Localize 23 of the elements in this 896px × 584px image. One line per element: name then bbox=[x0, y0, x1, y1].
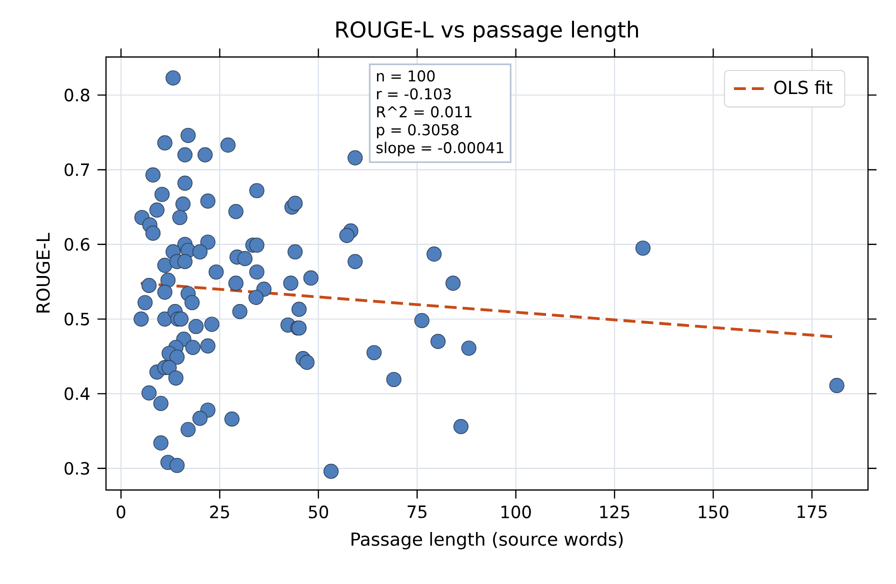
y-tick-label: 0.3 bbox=[64, 462, 90, 475]
x-tick-label: 50 bbox=[308, 506, 328, 518]
x-tick-label: 100 bbox=[502, 506, 531, 518]
y-tick-label: 0.8 bbox=[64, 88, 90, 102]
annotation: r = -0.103 bbox=[377, 88, 451, 100]
annotation: n = 100 bbox=[377, 70, 435, 82]
chart-title: ROUGE-L vs passage length bbox=[336, 20, 638, 42]
x-axis-title: Passage length (source words) bbox=[352, 532, 623, 550]
x-tick-label: 175 bbox=[798, 506, 827, 518]
annotation: p = 0.3058 bbox=[377, 124, 458, 138]
x-tick-label: 25 bbox=[210, 506, 229, 518]
y-tick-label: 0.5 bbox=[64, 312, 89, 326]
y-tick-label: 0.4 bbox=[64, 387, 90, 400]
x-tick-label: 150 bbox=[698, 506, 728, 518]
legend-label: OLS fit bbox=[774, 80, 832, 94]
x-tick-label: 125 bbox=[600, 506, 630, 518]
x-tick-label: 75 bbox=[408, 506, 426, 518]
y-tick-label: 0.7 bbox=[64, 163, 90, 176]
y-axis-title: ROUGE-L bbox=[36, 232, 50, 312]
annotation: R^2 = 0.011 bbox=[377, 106, 472, 118]
y-tick-label: 0.6 bbox=[64, 238, 90, 251]
x-tick-label: 0 bbox=[116, 506, 126, 518]
annotation: slope = -0.00041 bbox=[376, 142, 504, 156]
